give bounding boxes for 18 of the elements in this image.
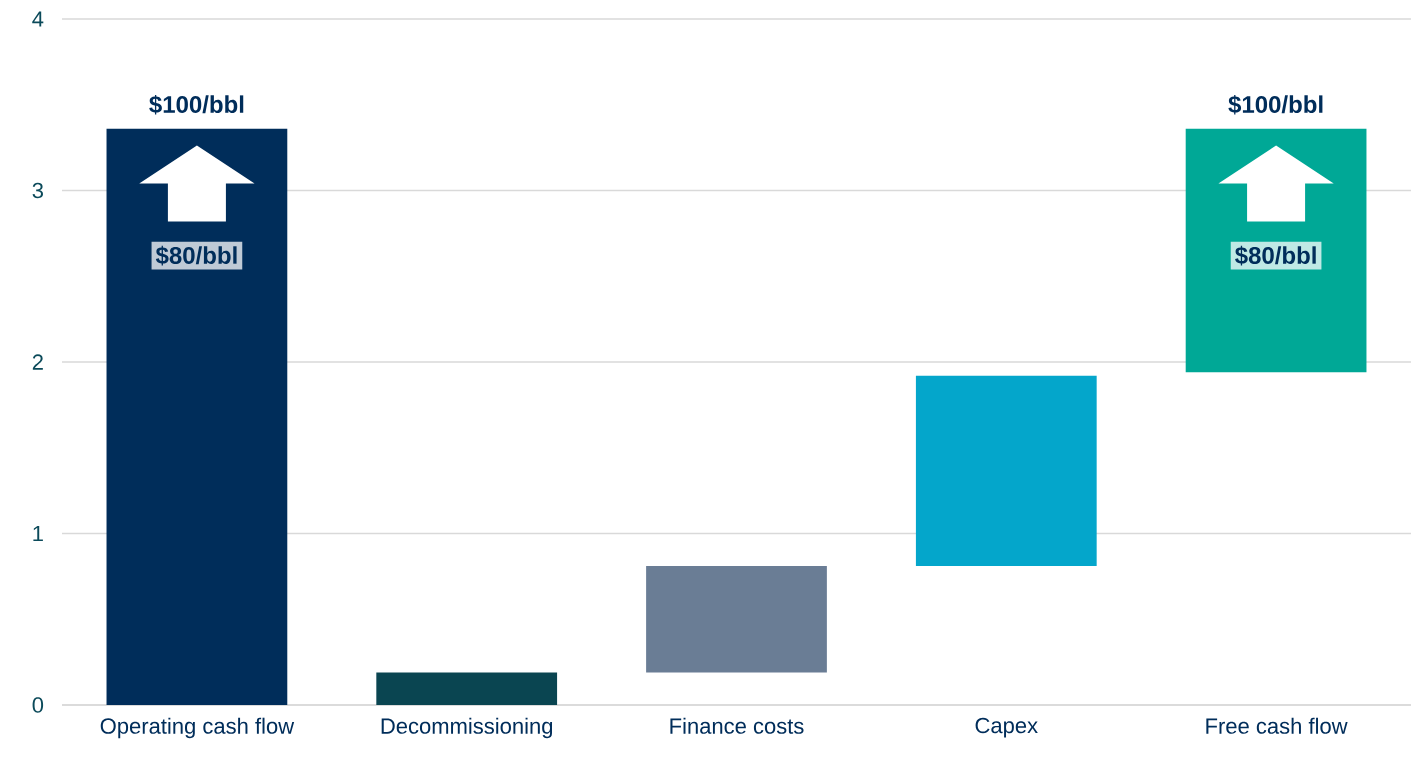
- x-tick-label: Finance costs: [670, 717, 804, 734]
- bar: [106, 128, 288, 705]
- bar: [915, 375, 1097, 567]
- x-tick-label: Free cash flow: [1206, 717, 1348, 734]
- bar: [376, 672, 558, 705]
- y-tick-label: 1: [33, 525, 43, 542]
- y-tick-label: 4: [32, 11, 44, 27]
- bar: [646, 566, 827, 673]
- annotation: $100/bbl: [149, 94, 244, 115]
- annotation: $100/bbl: [1228, 94, 1323, 115]
- annotation: $80/bbl: [1235, 245, 1316, 266]
- y-tick-label: 0: [32, 697, 44, 713]
- y-tick-label: 3: [32, 182, 43, 199]
- x-tick-label: Capex: [975, 717, 1038, 738]
- x-tick-label: Decommissioning: [381, 717, 553, 739]
- y-tick-label: 2: [32, 354, 43, 370]
- annotation: $80/bbl: [155, 245, 237, 266]
- x-tick-label: Operating cash flow: [100, 717, 295, 739]
